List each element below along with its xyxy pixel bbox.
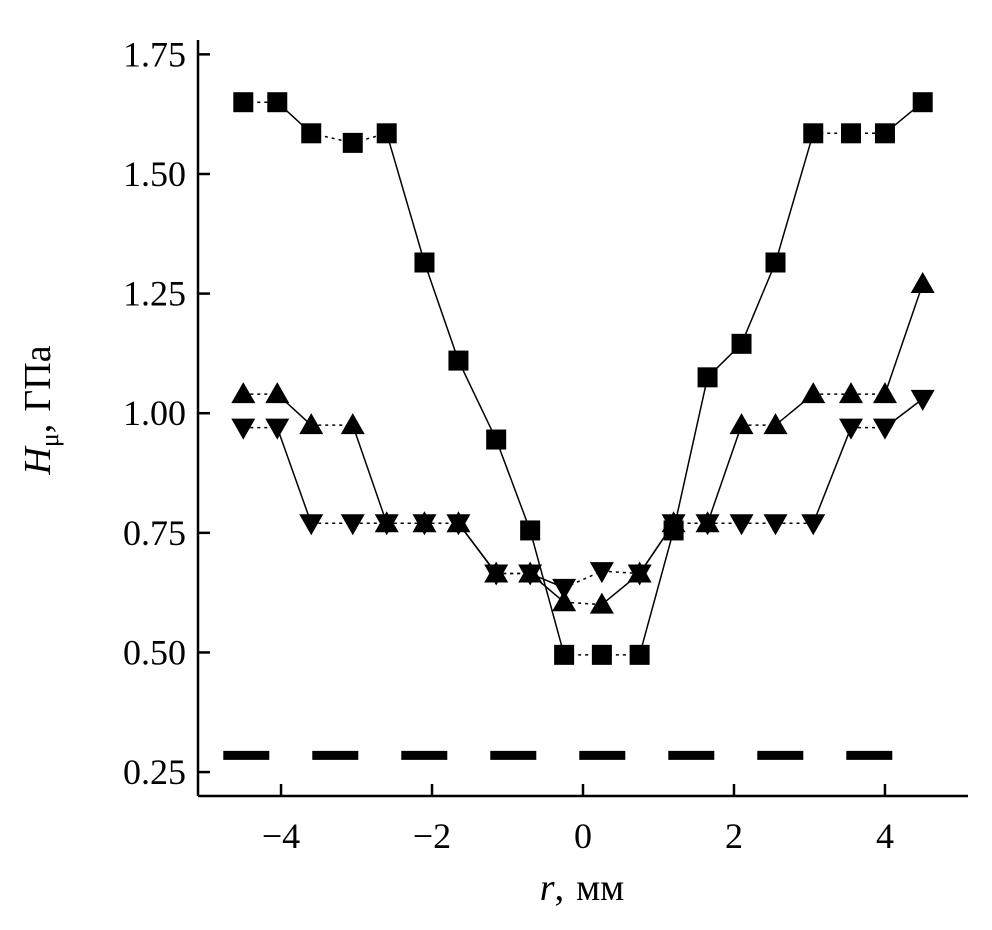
square-marker	[912, 92, 933, 113]
square-marker	[731, 333, 752, 354]
square-marker	[486, 429, 507, 450]
y-axis-title: Hμ, ГПа	[17, 345, 64, 475]
series-1-segment	[672, 377, 709, 531]
triangle-down-marker	[695, 514, 720, 536]
triangle-down-marker	[801, 514, 826, 536]
triangle-down-marker	[910, 389, 935, 411]
square-marker	[233, 92, 254, 113]
x-tick-label: 2	[725, 816, 743, 856]
triangle-down-marker	[763, 514, 788, 536]
triangle-down-marker	[518, 564, 543, 586]
triangle-up-marker	[763, 413, 788, 435]
series-1-segment	[386, 133, 426, 263]
x-tick-label: 0	[574, 816, 592, 856]
x-axis-title: r, мм	[540, 867, 624, 909]
triangle-up-marker	[265, 382, 290, 404]
triangle-up-marker	[552, 590, 577, 612]
triangle-down-marker	[446, 514, 471, 536]
triangle-down-marker	[265, 418, 290, 440]
triangle-up-marker	[231, 382, 256, 404]
square-marker	[414, 252, 435, 273]
series-3-segment	[812, 427, 852, 524]
series-1-segment	[740, 262, 777, 345]
y-tick-label: 1.50	[123, 154, 186, 194]
square-marker	[301, 123, 322, 144]
series-1-segment	[529, 530, 565, 656]
triangle-down-marker	[484, 564, 509, 586]
y-axis-subscript: μ	[35, 433, 64, 447]
triangle-up-marker	[729, 413, 754, 435]
series-3-segment	[276, 427, 312, 524]
triangle-down-marker	[299, 514, 324, 536]
triangle-down-marker	[231, 418, 256, 440]
x-axis-unit: мм	[576, 867, 624, 909]
series-2	[231, 272, 935, 614]
x-tick-label: −2	[413, 816, 451, 856]
series-layer	[223, 92, 935, 760]
y-tick-label: 1.75	[123, 34, 186, 74]
square-marker	[267, 92, 288, 113]
y-tick-label: 1.25	[123, 274, 186, 314]
triangle-down-marker	[627, 564, 652, 586]
square-marker	[554, 644, 575, 665]
axes: 0.25 0.50 0.75 1.00 1.25 1.50 1.75 −4 −2 0 2 4	[123, 34, 968, 856]
series-2-segment	[884, 283, 924, 395]
y-axis-unit: ГПа	[17, 345, 59, 411]
series-1-segment	[457, 360, 497, 440]
y-axis-var: H	[17, 445, 59, 476]
y-tick-label: 0.50	[123, 632, 186, 672]
square-marker	[840, 123, 861, 144]
x-tick-label: −4	[262, 816, 300, 856]
x-tick-label: 4	[876, 816, 894, 856]
square-marker	[765, 252, 786, 273]
square-marker	[342, 132, 363, 153]
triangle-down-marker	[552, 578, 577, 600]
square-marker	[448, 350, 469, 371]
square-marker	[874, 123, 895, 144]
series-1-segment	[638, 530, 675, 656]
triangle-up-marker	[872, 382, 897, 404]
triangle-up-marker	[589, 592, 614, 614]
triangle-up-marker	[910, 272, 935, 294]
y-axis-sep: ,	[17, 424, 59, 434]
square-marker	[591, 644, 612, 665]
triangle-down-marker	[872, 418, 897, 440]
triangle-up-marker	[299, 413, 324, 435]
x-axis-var: r	[540, 867, 555, 909]
square-marker	[803, 123, 824, 144]
square-marker	[376, 123, 397, 144]
series-1-segment	[423, 262, 460, 361]
series-1-segment	[495, 439, 531, 531]
triangle-up-marker	[801, 382, 826, 404]
series-2-segment	[706, 424, 743, 524]
triangle-down-marker	[412, 514, 437, 536]
y-tick-label: 1.00	[123, 393, 186, 433]
triangle-down-marker	[661, 514, 686, 536]
square-marker	[697, 367, 718, 388]
square-marker	[520, 520, 541, 541]
y-tick-label: 0.25	[123, 752, 186, 792]
triangle-down-marker	[589, 562, 614, 584]
triangle-down-marker	[838, 418, 863, 440]
series-1-segment	[774, 133, 814, 263]
triangle-down-marker	[374, 514, 399, 536]
triangle-up-marker	[838, 382, 863, 404]
x-axis-sep: ,	[555, 867, 565, 909]
series-2-segment	[352, 424, 388, 524]
square-marker	[629, 644, 650, 665]
series-1	[233, 92, 933, 665]
triangle-down-marker	[340, 514, 365, 536]
triangle-down-marker	[729, 514, 754, 536]
triangle-up-marker	[340, 413, 365, 435]
series-3	[231, 389, 935, 600]
y-tick-label: 0.75	[123, 513, 186, 553]
